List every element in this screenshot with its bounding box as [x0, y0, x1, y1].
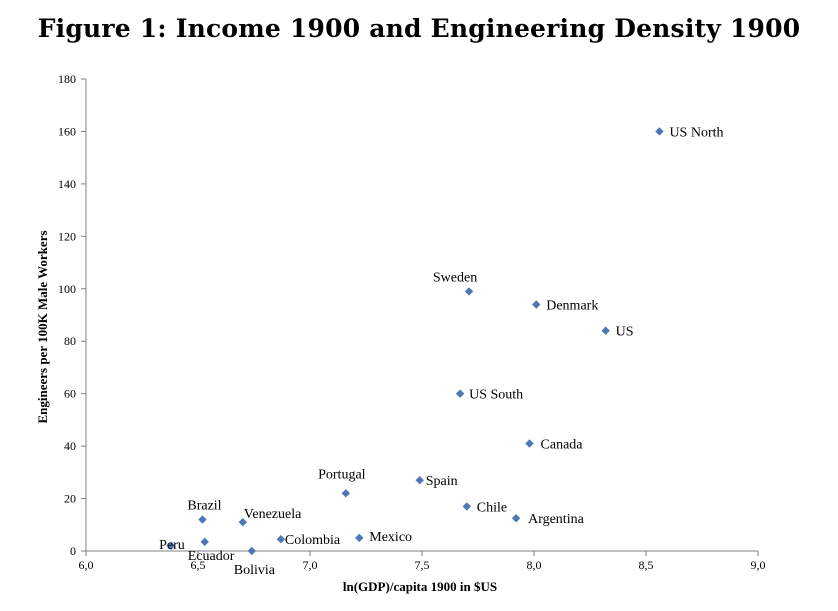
y-tick-label: 20: [64, 492, 76, 506]
x-axis-label: ln(GDP)/capita 1900 in $US: [343, 579, 497, 594]
data-point: [355, 533, 364, 543]
point-label: Brazil: [187, 499, 221, 514]
y-tick-label: 60: [64, 387, 76, 401]
x-tick-label: 8,0: [527, 558, 542, 572]
x-tick-label: 8,5: [639, 558, 654, 572]
point-label: Sweden: [433, 270, 477, 285]
data-point: [601, 326, 610, 335]
y-tick-label: 120: [58, 229, 76, 243]
y-tick-label: 180: [58, 72, 76, 86]
point-label: Argentina: [528, 512, 585, 527]
point-label: Ecuador: [188, 549, 235, 564]
y-tick-label: 160: [58, 124, 76, 138]
data-point: [455, 389, 465, 398]
x-tick-label: 9,0: [751, 558, 766, 572]
point-label: US: [616, 325, 634, 340]
x-tick-label: 7,0: [303, 558, 318, 572]
data-point: [276, 535, 286, 544]
y-tick-label: 140: [58, 177, 76, 191]
data-point: [247, 546, 256, 556]
data-points: [166, 127, 664, 556]
tick-labels: 0 20 40 60 80 100 120 140 160 180 6,0 6,5 7,0 7,5 8,0 8…: [58, 72, 766, 572]
y-tick-label: 0: [70, 544, 76, 558]
point-label: Denmark: [546, 299, 598, 314]
point-label: Peru: [159, 538, 185, 553]
x-tick-label: 7,5: [415, 558, 430, 572]
data-point: [462, 502, 471, 511]
point-labels: US North Sweden Denmark US US South Canada Por…: [159, 125, 723, 578]
point-label: US North: [669, 125, 723, 140]
data-point: [525, 439, 534, 448]
data-point: [415, 476, 424, 485]
point-label: Portugal: [318, 467, 366, 482]
x-tick-label: 6,5: [191, 558, 206, 572]
point-label: Venezuela: [244, 507, 302, 522]
data-point: [464, 287, 474, 296]
data-point: [655, 127, 664, 136]
data-point: [532, 300, 541, 309]
data-point: [341, 489, 351, 498]
point-label: Colombia: [285, 533, 341, 548]
point-label: Chile: [477, 500, 507, 515]
data-point: [166, 541, 176, 550]
data-point: [238, 517, 247, 527]
point-label: US South: [469, 388, 523, 403]
y-tick-label: 100: [58, 282, 76, 296]
y-axis-label: Engineers per 100K Male Workers: [35, 230, 50, 423]
y-tick-label: 40: [64, 439, 76, 453]
point-label: Bolivia: [234, 563, 276, 578]
x-tick-label: 6,0: [79, 558, 94, 572]
point-label: Spain: [426, 474, 458, 489]
data-point: [198, 515, 207, 524]
y-tick-label: 80: [64, 334, 76, 348]
point-label: Mexico: [369, 530, 412, 545]
chart-title: Figure 1: Income 1900 and Engineering De…: [37, 14, 801, 43]
point-label: Canada: [541, 437, 584, 452]
data-point: [511, 514, 521, 523]
data-point: [200, 537, 209, 547]
